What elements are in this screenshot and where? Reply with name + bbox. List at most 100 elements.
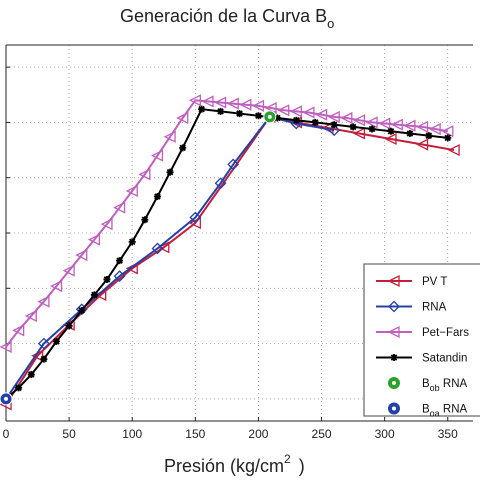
data-point-marker	[384, 132, 397, 146]
data-point-marker	[75, 249, 88, 262]
data-point-marker	[12, 324, 25, 337]
data-point-marker	[378, 117, 391, 130]
data-point-marker	[416, 138, 429, 151]
data-point-marker	[273, 114, 281, 122]
x-axis-label-close: )	[299, 456, 305, 476]
x-tick-label: 50	[62, 427, 76, 441]
legend-swatch-marker	[390, 354, 398, 361]
special-points-layer	[0, 110, 277, 406]
data-point-marker	[125, 184, 138, 198]
data-point-marker	[368, 125, 376, 133]
data-point-marker	[201, 95, 214, 108]
data-point-marker	[52, 337, 60, 345]
data-point-marker	[15, 384, 23, 392]
data-point-marker	[352, 127, 366, 140]
data-point-marker	[236, 110, 243, 118]
data-point-marker	[27, 371, 35, 379]
x-tick-label: 300	[375, 427, 395, 441]
x-axis-label-superscript: 2	[284, 452, 291, 466]
grid-lines	[6, 45, 473, 421]
legend-label: Bob RNA	[422, 378, 467, 393]
data-point-marker	[188, 216, 201, 230]
data-point-marker	[37, 337, 50, 350]
legend-swatch-marker	[387, 325, 400, 339]
legend: PV T RNA Pet−Fars Satandin Bob RNA Boa RNA	[363, 263, 480, 419]
data-point-marker	[151, 242, 164, 255]
data-point-marker	[239, 98, 252, 111]
legend-label: RNA	[422, 302, 447, 314]
data-point-marker	[387, 127, 395, 135]
data-point-marker	[328, 124, 341, 137]
data-point-marker	[37, 295, 50, 308]
data-point-marker	[113, 201, 126, 214]
series-line	[5, 99, 448, 348]
data-point-marker	[352, 114, 366, 127]
special-point-center	[4, 396, 8, 401]
data-point-marker	[87, 233, 101, 246]
data-point-marker	[390, 118, 403, 131]
data-point-marker	[290, 117, 303, 130]
x-axis-label: Presión (kg/cm2)	[164, 452, 305, 476]
legend-swatch-point-center	[392, 381, 396, 385]
data-point-marker	[289, 105, 302, 118]
data-point-marker	[157, 241, 170, 254]
data-point-marker	[100, 218, 113, 231]
data-point-marker	[128, 238, 136, 246]
x-tick-label: 200	[248, 427, 268, 441]
data-point-marker	[40, 355, 48, 363]
data-point-marker	[292, 116, 300, 124]
chart-title-main: Generación de la Curva B	[120, 6, 327, 26]
data-point-marker	[416, 120, 429, 133]
data-point-marker	[78, 306, 86, 314]
data-point-marker	[406, 129, 414, 137]
data-point-marker	[340, 111, 353, 125]
data-point-marker	[441, 125, 454, 138]
legend-swatch-marker	[387, 274, 400, 288]
data-point-marker	[327, 110, 340, 123]
data-point-marker	[103, 275, 111, 283]
x-axis-label-main: Presión (kg/cm	[164, 456, 284, 476]
data-point-marker	[163, 130, 176, 143]
data-point-marker	[302, 106, 315, 119]
legend-swatch-marker	[388, 300, 400, 313]
x-tick-label: 250	[312, 427, 332, 441]
series-layer	[0, 94, 460, 411]
data-point-marker	[214, 177, 227, 190]
legend-label: Boa RNA	[422, 404, 467, 419]
data-point-marker	[141, 216, 149, 224]
data-point-marker	[321, 121, 334, 134]
data-point-marker	[403, 119, 416, 132]
data-point-marker	[50, 280, 63, 293]
data-point-marker	[425, 132, 433, 140]
data-point-marker	[138, 168, 151, 181]
data-point-marker	[277, 104, 290, 117]
data-point-marker	[315, 108, 328, 121]
legend-label: Pet−Fars	[422, 327, 469, 339]
data-point-marker	[198, 105, 206, 113]
data-point-marker	[428, 122, 441, 136]
data-point-marker	[189, 211, 202, 224]
data-point-marker	[226, 97, 239, 110]
data-point-marker	[188, 94, 201, 107]
data-point-marker	[447, 144, 460, 157]
legend-label: PV T	[422, 276, 447, 288]
data-point-marker	[24, 309, 37, 322]
x-tick-label: 350	[438, 427, 458, 441]
data-point-marker	[90, 291, 98, 299]
data-point-marker	[251, 99, 265, 112]
data-point-marker	[330, 121, 338, 129]
data-point-marker	[166, 168, 174, 176]
data-point-marker	[365, 116, 378, 129]
legend-swatch-point-center	[392, 406, 396, 411]
series-3	[2, 105, 452, 403]
x-tick-label: 0	[3, 427, 10, 441]
data-point-marker	[254, 112, 262, 120]
data-point-marker	[227, 158, 240, 171]
legend-label: Satandin	[422, 353, 467, 365]
data-point-marker	[217, 107, 225, 115]
chart-title: Generación de la Curva Bo	[120, 6, 334, 31]
data-point-marker	[0, 340, 12, 353]
data-point-marker	[349, 123, 357, 131]
chart-title-subscript: o	[327, 16, 334, 31]
